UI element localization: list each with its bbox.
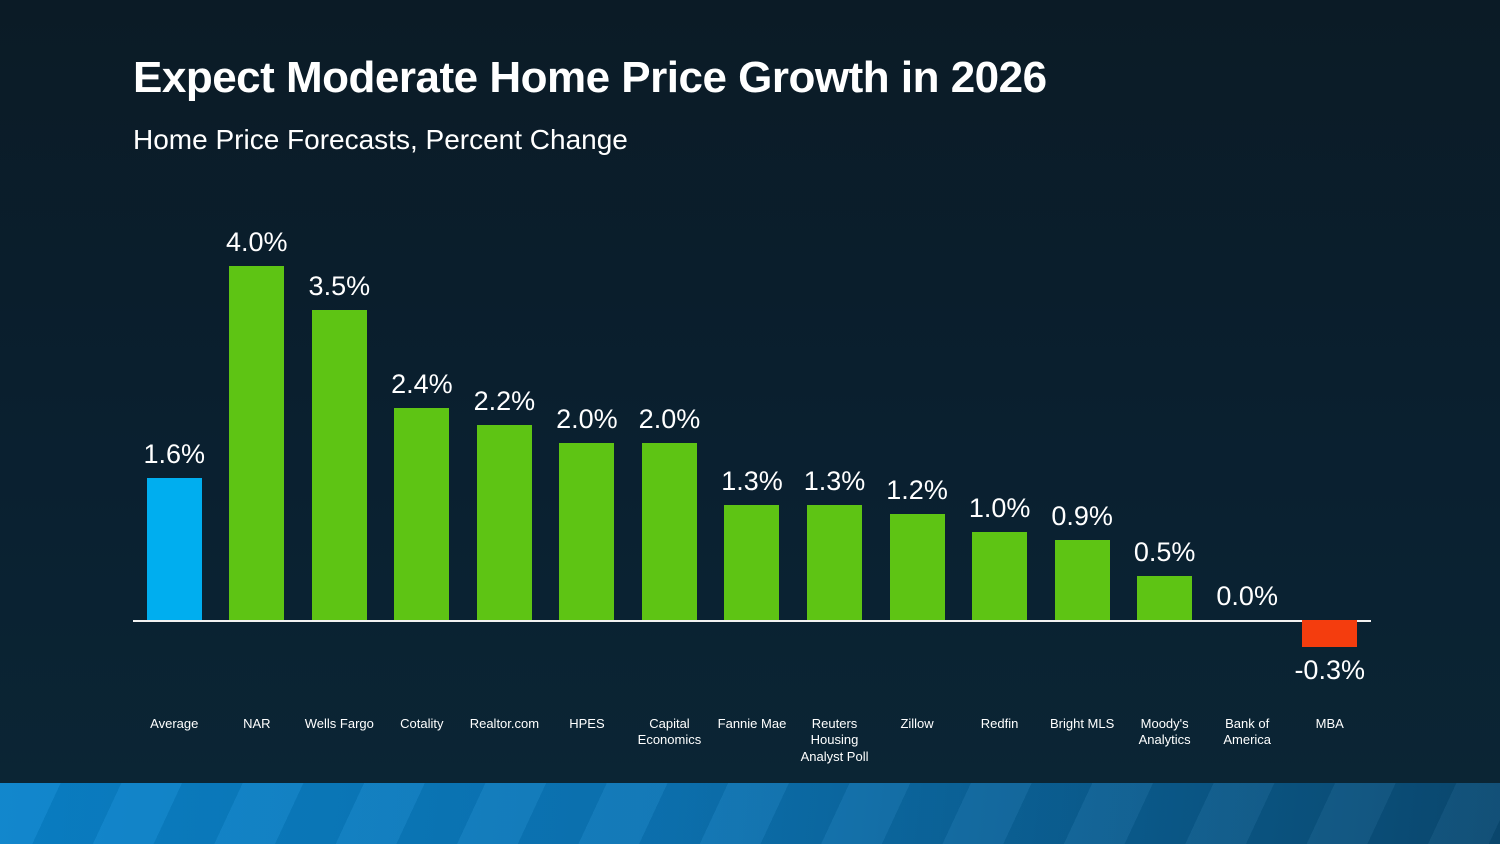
category-axis-labels: Average NAR Wells Fargo Cotality Realtor.com… [133, 716, 1371, 776]
category-label-moody-s-analytics: Moody's Analytics [1138, 716, 1191, 748]
value-label-mba: -0.3% [1294, 654, 1365, 685]
bar-column-cotality: 2.4% [381, 180, 464, 620]
value-label-zillow: 1.2% [886, 474, 948, 505]
chart-title: Expect Moderate Home Price Growth in 202… [133, 53, 1047, 102]
chart-subtitle: Home Price Forecasts, Percent Change [133, 124, 628, 155]
value-label-redfin: 1.0% [968, 492, 1031, 523]
category-label-redfin: Redfin [980, 716, 1019, 731]
bar-column-bright-mls: 0.9% [1041, 180, 1124, 620]
bar-column-bank-of-america: 0.0% [1206, 180, 1289, 620]
value-label-fannie-mae: 1.3% [721, 465, 783, 496]
bar-cotality [394, 407, 450, 620]
category-label-average: Average [150, 716, 199, 731]
value-label-moody-s-analytics: 0.5% [1133, 536, 1196, 567]
category-label-zillow: Zillow [900, 716, 934, 731]
footer-accent-strip [0, 783, 1500, 844]
bar-nar [229, 266, 285, 620]
bar-column-moody-s-analytics: 0.5% [1123, 180, 1206, 620]
bar-moody-s-analytics [1137, 575, 1193, 620]
bar-mba [1302, 620, 1358, 647]
bar-column-realtor-com: 2.2% [463, 180, 546, 620]
x-axis-line [133, 620, 1371, 622]
value-label-realtor-com: 2.2% [473, 386, 536, 417]
bar-bright-mls [1054, 540, 1110, 620]
value-label-wells-fargo: 3.5% [308, 271, 371, 302]
bar-column-mba: -0.3% [1288, 180, 1371, 683]
category-label-hpes: HPES [569, 716, 605, 731]
bar-column-reuters-housing-analyst-poll: 1.3% [793, 180, 876, 620]
value-label-bank-of-america: 0.0% [1216, 581, 1278, 611]
bar-fannie-mae [724, 504, 780, 620]
bar-average [146, 478, 202, 620]
bar-column-capital-economics: 2.0% [628, 180, 711, 620]
bar-column-average: 1.6% [133, 180, 216, 620]
category-label-nar: NAR [243, 716, 271, 731]
category-label-capital-economics: Capital Economics [637, 716, 702, 748]
bar-column-zillow: 1.2% [876, 180, 959, 620]
value-label-nar: 4.0% [226, 227, 288, 257]
value-label-reuters-housing-analyst-poll: 1.3% [803, 465, 866, 496]
bar-zillow [889, 513, 945, 620]
value-label-capital-economics: 2.0% [638, 404, 701, 434]
bar-hpes [559, 443, 615, 620]
bar-column-hpes: 2.0% [546, 180, 629, 620]
bar-column-fannie-mae: 1.3% [711, 180, 794, 620]
bar-capital-economics [641, 443, 697, 620]
bar-column-wells-fargo: 3.5% [298, 180, 381, 620]
category-label-bank-of-america: Bank of America [1223, 716, 1272, 748]
bar-wells-fargo [311, 310, 367, 620]
bar-chart-plot-area: 1.6% 4.0% 3.5% 2.4% 2.2% 2.0% 2.0% 1.3% 1.3% 1.2%… [133, 180, 1371, 683]
value-label-hpes: 2.0% [556, 404, 618, 434]
category-label-reuters-housing-analyst-poll: Reuters Housing Analyst Poll [800, 716, 869, 764]
category-label-cotality: Cotality [400, 716, 444, 731]
bar-realtor-com [476, 425, 532, 620]
bar-reuters-housing-analyst-poll [807, 504, 863, 620]
bar-redfin [972, 531, 1028, 620]
value-label-average: 1.6% [143, 439, 206, 470]
category-label-realtor-com: Realtor.com [469, 716, 540, 731]
category-label-fannie-mae: Fannie Mae [717, 716, 787, 731]
bar-column-nar: 4.0% [216, 180, 299, 620]
category-label-wells-fargo: Wells Fargo [304, 716, 374, 731]
bar-column-redfin: 1.0% [958, 180, 1041, 620]
category-label-bright-mls: Bright MLS [1049, 716, 1115, 731]
value-label-cotality: 2.4% [391, 368, 453, 399]
value-label-bright-mls: 0.9% [1051, 501, 1113, 532]
category-label-mba: MBA [1315, 716, 1344, 731]
